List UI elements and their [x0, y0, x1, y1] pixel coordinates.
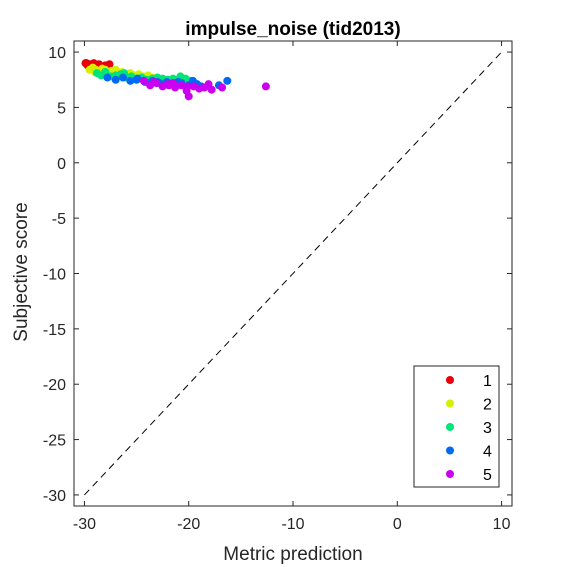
plot-area — [73, 40, 513, 507]
x-tick-label: 0 — [393, 516, 402, 533]
y-tick-label: -10 — [43, 267, 66, 284]
y-tick-label: -30 — [43, 488, 66, 505]
legend-marker — [446, 446, 454, 455]
legend-box — [413, 365, 500, 488]
y-tick-label: -25 — [43, 433, 66, 450]
data-point — [119, 73, 128, 82]
y-tick-label: 10 — [48, 45, 66, 62]
x-axis-label: Metric prediction — [223, 544, 362, 565]
data-point — [126, 76, 135, 85]
legend-label: 2 — [483, 397, 492, 414]
data-point — [169, 79, 178, 88]
y-tick-label: -20 — [43, 377, 66, 394]
data-point — [261, 82, 270, 91]
y-tick-label: 0 — [57, 156, 66, 173]
data-point — [204, 80, 213, 89]
y-axis-label: Subjective score — [11, 202, 32, 341]
x-tick-label: -10 — [281, 516, 304, 533]
identity-reference-line — [84, 51, 502, 496]
data-point — [132, 75, 141, 84]
x-tick-label: -20 — [177, 516, 200, 533]
data-point — [218, 83, 227, 92]
axis-ticks: -30 -20 -10 0 10 10 5 0 -5 -10 -15 -20 -25 -30 — [43, 41, 512, 533]
y-tick-label: 5 — [57, 100, 66, 117]
x-tick-label: -30 — [73, 516, 96, 533]
legend-marker — [446, 423, 454, 431]
legend: 1 2 3 4 5 — [413, 365, 500, 488]
data-point — [111, 75, 120, 84]
data-point — [150, 77, 159, 86]
legend-label: 3 — [483, 420, 492, 437]
series-5 — [139, 76, 270, 101]
legend-label: 4 — [483, 444, 492, 461]
data-point — [177, 81, 186, 90]
data-point — [81, 59, 90, 68]
chart-title: impulse_noise (tid2013) — [185, 19, 400, 40]
y-tick-label: -15 — [43, 322, 66, 339]
legend-marker — [446, 399, 454, 408]
legend-marker — [446, 470, 454, 478]
legend-label: 1 — [483, 373, 492, 390]
data-point — [223, 76, 232, 85]
legend-marker — [446, 376, 454, 384]
data-point — [103, 73, 112, 82]
data-point — [139, 76, 148, 85]
legend-label: 5 — [483, 467, 492, 484]
y-tick-label: -5 — [52, 211, 66, 228]
data-point — [182, 86, 191, 95]
x-tick-label: 10 — [493, 516, 511, 533]
data-points — [81, 59, 270, 101]
